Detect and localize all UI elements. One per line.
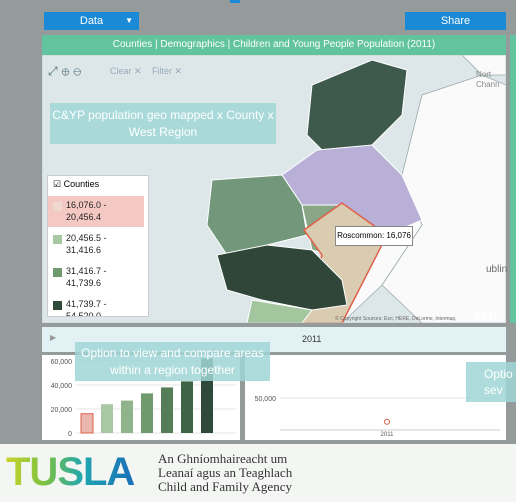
place-label-3: ublin	[486, 264, 508, 275]
right-panel-edge	[510, 35, 516, 323]
bar	[181, 381, 193, 433]
legend-label: 41,739.7 - 54,520.0	[66, 299, 107, 317]
compare-callout: Option to view and compare areas within …	[75, 342, 270, 381]
filter-label: Filter	[152, 66, 172, 76]
legend-item: 16,076.0 - 20,456.4	[48, 196, 144, 227]
map-callout: C&YP population geo mapped x County x We…	[50, 103, 276, 144]
x-tick-label: 2011	[381, 432, 395, 438]
clear-label: Clear	[110, 66, 132, 76]
legend-label: 31,416.7 - 41,739.6	[66, 266, 107, 288]
agency-name: An Ghníomhaireacht um Leanaí agus an Tea…	[158, 452, 292, 494]
legend-header: ☑ Counties	[53, 179, 100, 189]
legend-label: 20,456.5 - 31,416.6	[66, 233, 107, 255]
data-button-label: Data	[79, 15, 104, 27]
right-callout: Optio sev	[466, 362, 516, 402]
right-callout-line-1: Optio	[484, 367, 513, 381]
y-tick-label: 20,000	[51, 407, 73, 414]
place-label: Nort Chann	[476, 70, 500, 90]
map-title: Counties | Demographics | Children and Y…	[42, 35, 506, 55]
english-name: Child and Family Agency	[158, 479, 292, 494]
legend-swatch	[53, 301, 62, 310]
top-accent	[230, 0, 240, 3]
legend-swatch	[53, 268, 62, 277]
y-tick-label: 0	[68, 431, 72, 438]
data-button[interactable]: Data ▼	[44, 12, 139, 30]
esri-logo: esri	[474, 307, 498, 322]
y-tick-label: 50,000	[255, 396, 277, 403]
tusla-logo: TUSLA	[6, 450, 135, 494]
filter-tool[interactable]: Filter ✕	[152, 66, 183, 76]
footer: TUSLA An Ghníomhaireacht um Leanaí agus …	[0, 444, 516, 502]
legend-item: 41,739.7 - 54,520.0	[48, 295, 144, 317]
map-popup: Roscommon: 16,076	[335, 226, 413, 246]
legend-item: 20,456.5 - 31,416.6	[48, 229, 144, 260]
legend-title: Counties	[63, 179, 100, 189]
right-callout-line-2: sev	[484, 383, 503, 397]
legend-item: 31,416.7 - 41,739.6	[48, 262, 144, 293]
place-label-2: Chann	[476, 80, 500, 89]
bar	[141, 393, 153, 433]
map-attribution: © Copyright Sources: Esri, HERE, DeLorme…	[335, 316, 457, 322]
legend-label: 16,076.0 - 20,456.4	[66, 200, 107, 222]
clear-tool[interactable]: Clear ✕	[110, 66, 142, 76]
legend-swatch	[53, 202, 62, 211]
map-zoom-icons[interactable]: ⤢⊕⊖	[48, 64, 86, 78]
share-button[interactable]: Share	[405, 12, 506, 30]
y-tick-label: 40,000	[51, 383, 73, 390]
irish-name-1: An Ghníomhaireacht um	[158, 451, 288, 466]
point	[384, 418, 390, 425]
bar	[161, 387, 173, 433]
timeline-year: 2011	[302, 334, 322, 344]
irish-name-2: Leanaí agus an Teaghlach	[158, 465, 293, 480]
bar	[121, 400, 133, 433]
legend-swatch	[53, 235, 62, 244]
bar	[80, 413, 94, 434]
y-tick-label: 60,000	[51, 359, 73, 366]
bar	[101, 404, 113, 433]
legend: ☑ Counties 16,076.0 - 20,456.4 20,456.5 -…	[47, 175, 149, 317]
place-label-1: Nort	[476, 70, 492, 79]
